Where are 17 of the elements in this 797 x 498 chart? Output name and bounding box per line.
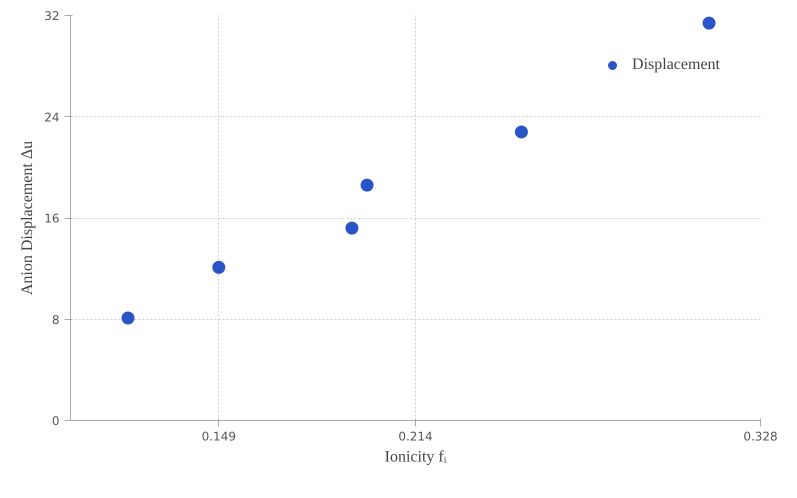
x-tick-label: 0.328 xyxy=(743,430,778,444)
y-tick-label: 16 xyxy=(44,212,60,226)
y-tick-label: 0 xyxy=(52,414,60,428)
x-axis-title: Ionicity fᵢ xyxy=(384,448,447,466)
legend-label: Displacement xyxy=(632,56,720,74)
x-tick-label: 0.149 xyxy=(202,430,236,444)
point xyxy=(345,222,358,235)
x-tick-label: 0.214 xyxy=(398,430,433,444)
y-tick-label: 24 xyxy=(44,110,60,124)
point xyxy=(514,125,528,138)
point xyxy=(702,16,716,30)
y-tick-label: 8 xyxy=(52,312,60,327)
y-axis-title: Anion Displacement Δu xyxy=(19,140,36,296)
point xyxy=(212,260,226,274)
y-tick-label: 32 xyxy=(44,9,60,23)
point xyxy=(122,311,134,324)
point xyxy=(360,178,374,192)
